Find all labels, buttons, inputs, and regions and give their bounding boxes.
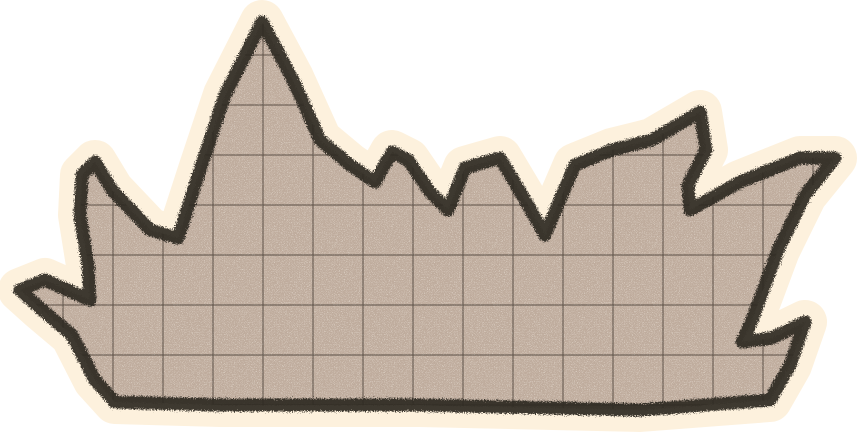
crown-outline (13, 15, 842, 417)
